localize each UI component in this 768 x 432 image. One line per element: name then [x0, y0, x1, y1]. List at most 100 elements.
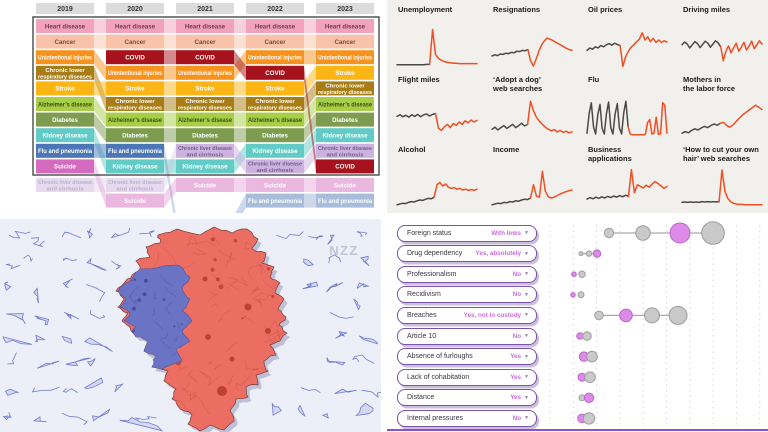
series-before-2020 — [681, 40, 722, 49]
bubble-violet — [619, 308, 633, 323]
filter-label: Absence of furloughs — [407, 353, 473, 361]
cause-cell-flu: Flu and pneumonia — [106, 143, 164, 158]
year-label: 2020 — [127, 6, 143, 13]
series-before-2020 — [396, 196, 435, 206]
cause-cell-heart: Heart disease — [246, 19, 304, 33]
sparkline-flu: Flu — [583, 74, 675, 140]
sparkline-unemployment: Unemployment — [393, 4, 485, 70]
filter-label: Foreign status — [407, 229, 452, 237]
year-header — [246, 3, 304, 14]
svg-text:Cancer: Cancer — [335, 39, 357, 46]
cause-cell-cancer: Cancer — [316, 34, 374, 49]
svg-text:Stroke: Stroke — [125, 86, 145, 93]
svg-text:Cancer: Cancer — [195, 39, 217, 46]
svg-text:Suicide: Suicide — [194, 182, 217, 189]
cause-cell-kidney: Kidney disease — [106, 159, 164, 174]
svg-text:Diabetes: Diabetes — [262, 133, 288, 140]
svg-text:Chronic liver disease: Chronic liver disease — [318, 146, 373, 152]
sparkline-mothers-in-the-labor-force: Mothers in the labor force — [678, 74, 768, 140]
cause-cell-kidney: Kidney disease — [176, 159, 234, 174]
series-after-2020 — [619, 32, 668, 68]
filter-breaches[interactable]: Breaches Yes, not in custody ▼ — [397, 306, 537, 324]
cause-cell-stroke: Stroke — [106, 81, 164, 96]
rank-ribbon-cancer — [234, 34, 246, 49]
year-header — [316, 3, 374, 14]
svg-text:Suicide: Suicide — [264, 182, 287, 189]
filter-value: No — [512, 270, 522, 278]
filter-internal-pressures[interactable]: Internal pressures No ▼ — [397, 409, 537, 427]
cause-cell-cancer: Cancer — [246, 34, 304, 49]
chevron-down-icon: ▼ — [524, 230, 529, 236]
filter-distance[interactable]: Distance Yes ▼ — [397, 389, 537, 407]
series-after-2020 — [718, 169, 763, 206]
series-before-2020 — [491, 48, 529, 57]
svg-text:Flu and pneumonia: Flu and pneumonia — [38, 148, 93, 155]
filter-label: Recidivism — [407, 291, 441, 299]
bubble-gray — [603, 227, 615, 239]
bubble-violet — [571, 271, 577, 278]
svg-text:and cirrhosis: and cirrhosis — [47, 187, 85, 193]
series-before-2020 — [586, 100, 629, 135]
filter-label: Internal pressures — [407, 414, 464, 422]
svg-text:Stroke: Stroke — [265, 86, 285, 93]
cause-cell-unintentional: Unintentional injuries — [246, 50, 304, 65]
filter-absence-of-furloughs[interactable]: Absence of furloughs Yes ▼ — [397, 348, 537, 366]
bubble-gray — [668, 305, 688, 325]
rank-ribbon-diabetes — [234, 128, 246, 143]
cause-cell-unintentional: Unintentional injuries — [36, 50, 94, 65]
rank-ribbon-suicide — [164, 178, 176, 208]
svg-text:Flu and pneumonia: Flu and pneumonia — [248, 198, 303, 205]
svg-text:Unintentional injuries: Unintentional injuries — [108, 70, 162, 77]
svg-text:Chronic lower: Chronic lower — [255, 99, 295, 105]
filter-professionalism[interactable]: Professionalism No ▼ — [397, 265, 537, 283]
bubble-violet — [669, 222, 691, 244]
series-after-2020 — [719, 40, 763, 62]
svg-text:Chronic liver disease: Chronic liver disease — [38, 180, 93, 186]
cause-cell-flu: Flu and pneumonia — [246, 193, 304, 208]
rank-ribbon-diabetes — [304, 112, 316, 143]
rank-ribbon-flu — [304, 193, 316, 208]
filter-article-10[interactable]: Article 10 No ▼ — [397, 327, 537, 345]
svg-text:and cirrhosis: and cirrhosis — [117, 187, 155, 193]
cause-cell-heart: Heart disease — [176, 19, 234, 33]
cause-cell-stroke: Stroke — [36, 81, 94, 96]
bubble-gray — [578, 251, 584, 257]
svg-text:Chronic liver disease: Chronic liver disease — [248, 162, 303, 168]
filter-drug-dependency[interactable]: Drug dependency Yes, absolutely ▼ — [397, 245, 537, 263]
cause-cell-diabetes: Diabetes — [36, 112, 94, 127]
sparkline-resignations: Resignations — [488, 4, 580, 70]
svg-text:Heart disease: Heart disease — [185, 23, 226, 30]
svg-text:Chronic lower: Chronic lower — [45, 68, 85, 74]
filter-lack-of-cohabitation[interactable]: Lack of cohabitation Yes ▼ — [397, 368, 537, 386]
filter-label: Drug dependency — [407, 250, 463, 258]
svg-text:Chronic liver disease: Chronic liver disease — [108, 180, 163, 186]
cause-cell-alzheimers: Alzheimer’s disease — [106, 112, 164, 127]
svg-text:Heart disease: Heart disease — [325, 23, 366, 30]
filter-value: No — [512, 414, 522, 422]
filter-foreign-status[interactable]: Foreign status With links ▼ — [397, 224, 537, 242]
series-before-2020 — [491, 197, 532, 206]
rank-ribbon-alzheimers — [304, 97, 316, 127]
filter-recidivism[interactable]: Recidivism No ▼ — [397, 286, 537, 304]
svg-text:Alzheimer’s disease: Alzheimer’s disease — [248, 117, 303, 124]
svg-text:Suicide: Suicide — [54, 164, 77, 171]
svg-text:Kidney disease: Kidney disease — [112, 164, 158, 171]
rank-ribbon-clrd — [164, 97, 176, 111]
sparkline-label: Income — [493, 145, 520, 154]
series-before-2020 — [681, 200, 720, 204]
rank-ribbon-stroke — [234, 81, 246, 96]
svg-text:Alzheimer’s disease: Alzheimer’s disease — [108, 117, 163, 124]
cause-cell-flu: Flu and pneumonia — [36, 143, 94, 158]
rank-ribbon-liver — [304, 143, 316, 174]
rank-ribbon-alzheimers — [164, 112, 176, 127]
panel-leading-causes-chart: 2019 Heart disease Cancer Unintentional inj… — [0, 0, 381, 213]
filter-value: No — [512, 332, 522, 340]
panel-verdict-factors: Foreign status With links ▼ Drug dependency… — [387, 219, 768, 432]
bubble-gray — [635, 225, 651, 241]
chevron-down-icon: ▼ — [524, 374, 529, 381]
purple-progress-bar — [387, 428, 768, 431]
rank-ribbon-diabetes — [94, 112, 106, 143]
bubble-gray — [585, 250, 593, 257]
svg-text:COVID: COVID — [335, 164, 355, 171]
